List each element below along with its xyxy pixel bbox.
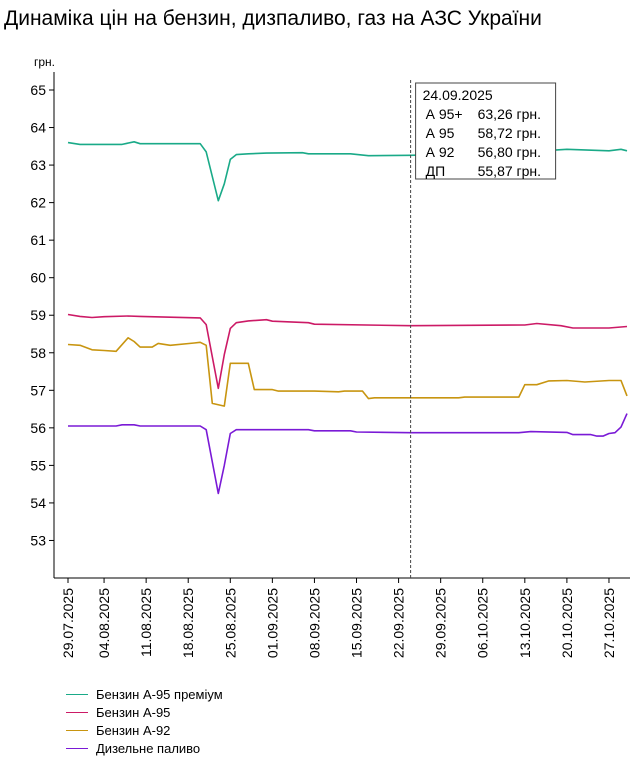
legend-item[interactable]: Бензин А-92 xyxy=(66,721,223,739)
legend-item[interactable]: Дизельне паливо xyxy=(66,739,223,757)
y-tick-label: 60 xyxy=(30,270,46,286)
legend-label: Бензин А-95 xyxy=(96,704,171,720)
tooltip-row-value: 55,87 грн. xyxy=(478,163,541,179)
legend-swatch xyxy=(66,747,88,749)
x-tick-label: 08.09.2025 xyxy=(306,588,322,658)
legend-label: Бензин А-95 преміум xyxy=(96,686,223,702)
series-line-2 xyxy=(67,313,628,390)
legend-label: Дизельне паливо xyxy=(96,740,201,756)
y-tick-label: 65 xyxy=(30,82,46,98)
tooltip-row-value: 56,80 грн. xyxy=(478,144,541,160)
y-tick-label: 55 xyxy=(30,457,46,473)
legend-label: Бензин А-92 xyxy=(96,722,171,738)
legend-swatch xyxy=(66,729,88,731)
tooltip-row-value: 58,72 грн. xyxy=(478,125,541,141)
x-tick-label: 25.08.2025 xyxy=(222,588,238,658)
tooltip-row-label: А 95 xyxy=(426,125,455,141)
x-tick-label: 15.09.2025 xyxy=(349,588,365,658)
y-tick-label: 62 xyxy=(30,195,46,211)
y-tick-label: 64 xyxy=(30,120,46,136)
y-tick-label: 59 xyxy=(30,307,46,323)
y-tick-label: 53 xyxy=(30,532,46,548)
series-line-4 xyxy=(68,413,628,495)
tooltip-row-label: А 92 xyxy=(426,144,455,160)
x-tick-label: 18.08.2025 xyxy=(180,588,196,658)
legend-swatch xyxy=(66,711,88,713)
x-tick-label: 01.09.2025 xyxy=(264,588,280,658)
y-axis-unit-label: грн. xyxy=(34,55,55,69)
x-tick-label: 27.10.2025 xyxy=(601,588,617,658)
x-tick-label: 29.09.2025 xyxy=(433,588,449,658)
x-tick-label: 06.10.2025 xyxy=(475,588,491,658)
y-tick-label: 54 xyxy=(30,495,46,511)
x-tick-label: 13.10.2025 xyxy=(517,588,533,658)
tooltip-row-value: 63,26 грн. xyxy=(478,106,541,122)
y-tick-label: 58 xyxy=(30,345,46,361)
tooltip-row-label: ДП xyxy=(426,163,446,179)
y-tick-label: 61 xyxy=(30,232,46,248)
tooltip-row-label: А 95+ xyxy=(426,106,463,122)
legend-item[interactable]: Бензин А-95 xyxy=(66,703,223,721)
x-tick-label: 20.10.2025 xyxy=(559,588,575,658)
chart-title: Динаміка цін на бензин, дизпаливо, газ н… xyxy=(4,7,542,30)
y-tick-label: 56 xyxy=(30,420,46,436)
legend-item[interactable]: Бензин А-95 преміум xyxy=(66,685,223,703)
x-tick-label: 11.08.2025 xyxy=(138,588,154,657)
y-tick-label: 57 xyxy=(30,382,46,398)
x-tick-label: 04.08.2025 xyxy=(96,588,112,658)
x-tick-label: 29.07.2025 xyxy=(60,588,76,658)
y-tick-label: 63 xyxy=(30,157,46,173)
legend-swatch xyxy=(66,693,88,695)
series-line-3 xyxy=(67,336,628,407)
chart-legend: Бензин А-95 преміум Бензин А-95 Бензин А-9… xyxy=(66,685,223,757)
x-tick-label: 22.09.2025 xyxy=(391,588,407,658)
tooltip-box xyxy=(415,82,557,180)
tooltip-date: 24.09.2025 xyxy=(423,87,493,103)
